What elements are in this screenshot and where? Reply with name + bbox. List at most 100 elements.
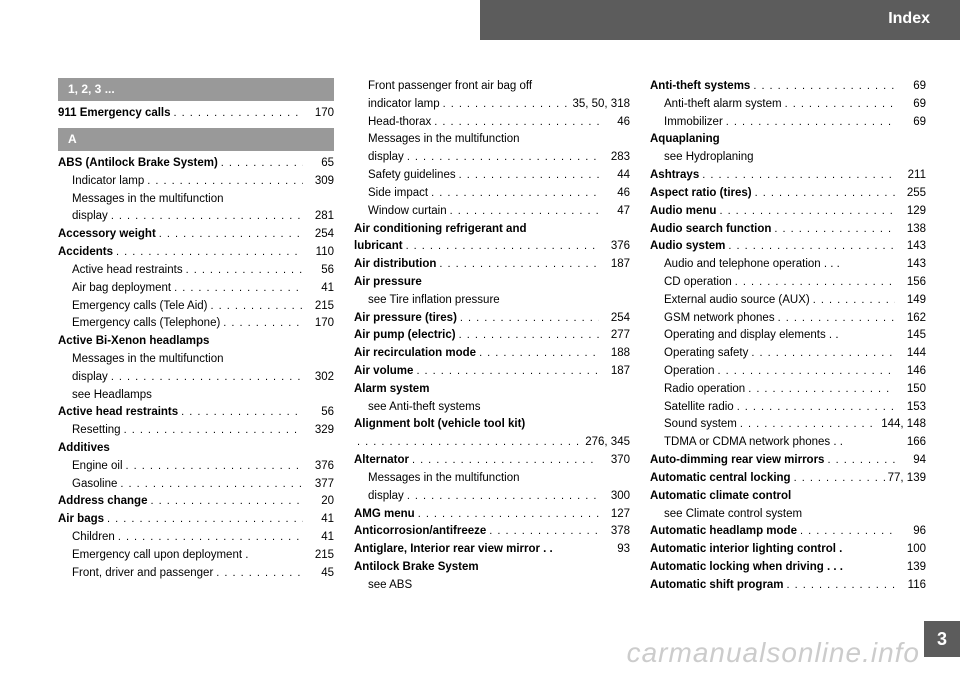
- index-entry: see Tire inflation pressure: [354, 292, 630, 310]
- leader-dots: [407, 488, 599, 506]
- section-header: A: [58, 128, 334, 151]
- index-entry: Air pump (electric)277: [354, 327, 630, 345]
- entry-label: Automatic locking when driving . . .: [650, 559, 843, 577]
- leader-dots: [728, 238, 895, 256]
- index-entry: Satellite radio153: [650, 399, 926, 417]
- entry-page: 41: [306, 511, 334, 529]
- entry-label: Operating safety: [664, 345, 748, 363]
- entry-page: 215: [306, 298, 334, 316]
- index-entry: see Hydroplaning: [650, 149, 926, 167]
- entry-label: Safety guidelines: [368, 167, 456, 185]
- leader-dots: [751, 345, 895, 363]
- entry-label: External audio source (AUX): [664, 292, 810, 310]
- leader-dots: [726, 114, 895, 132]
- index-entry: Automatic headlamp mode 96: [650, 523, 926, 541]
- column-1: 1, 2, 3 ...911 Emergency calls170AABS (A…: [58, 78, 334, 595]
- index-entry: Air volume187: [354, 363, 630, 381]
- index-entry: Audio menu129: [650, 203, 926, 221]
- entry-page: 162: [898, 310, 926, 328]
- entry-label: Air bag deployment: [72, 280, 171, 298]
- entry-page: 56: [306, 404, 334, 422]
- entry-page: 45: [306, 565, 334, 583]
- entry-label: Antilock Brake System: [354, 559, 479, 577]
- leader-dots: [111, 208, 303, 226]
- entry-page: 94: [898, 452, 926, 470]
- index-entry: Operating safety 144: [650, 345, 926, 363]
- entry-label: Anticorrosion/antifreeze: [354, 523, 486, 541]
- entry-page: 370: [602, 452, 630, 470]
- entry-label: Messages in the multifunction: [368, 470, 520, 488]
- entry-label: Air recirculation mode: [354, 345, 476, 363]
- index-entry: Audio system143: [650, 238, 926, 256]
- entry-label: Air bags: [58, 511, 104, 529]
- index-entry: ABS (Antilock Brake System) 65: [58, 155, 334, 173]
- entry-page: 69: [898, 114, 926, 132]
- leader-dots: [124, 422, 303, 440]
- entry-page: 170: [306, 315, 334, 333]
- leader-dots: [186, 262, 303, 280]
- leader-dots: [407, 149, 599, 167]
- entry-label: Automatic headlamp mode: [650, 523, 797, 541]
- entry-page: 20: [306, 493, 334, 511]
- entry-page: 47: [602, 203, 630, 221]
- index-entry: Automatic climate control: [650, 488, 926, 506]
- leader-dots: [774, 221, 895, 239]
- leader-dots: [357, 434, 582, 452]
- index-entry: Accessory weight254: [58, 226, 334, 244]
- entry-page: 65: [306, 155, 334, 173]
- leader-dots: [787, 577, 895, 595]
- index-entry: Alarm system: [354, 381, 630, 399]
- entry-label: Side impact: [368, 185, 428, 203]
- entry-page: 283: [602, 149, 630, 167]
- index-entry: Head-thorax46: [354, 114, 630, 132]
- entry-label: Active head restraints: [72, 262, 183, 280]
- index-entry: Messages in the multifunction: [58, 191, 334, 209]
- entry-label: Audio and telephone operation . . .: [664, 256, 840, 274]
- entry-label: Active head restraints: [58, 404, 178, 422]
- entry-page: 96: [898, 523, 926, 541]
- index-entry: lubricant376: [354, 238, 630, 256]
- entry-label: CD operation: [664, 274, 732, 292]
- entry-page: 144: [898, 345, 926, 363]
- entry-label: display: [72, 208, 108, 226]
- entry-label: Audio search function: [650, 221, 771, 239]
- index-entry: GSM network phones162: [650, 310, 926, 328]
- entry-label: Ashtrays: [650, 167, 699, 185]
- entry-label: Messages in the multifunction: [72, 191, 224, 209]
- entry-label: Air distribution: [354, 256, 436, 274]
- entry-label: Automatic interior lighting control .: [650, 541, 842, 559]
- entry-label: ABS (Antilock Brake System): [58, 155, 218, 173]
- entry-page: 46: [602, 185, 630, 203]
- entry-page: 187: [602, 363, 630, 381]
- entry-label: Alternator: [354, 452, 409, 470]
- leader-dots: [459, 327, 599, 345]
- entry-label: Radio operation: [664, 381, 745, 399]
- entry-page: 150: [898, 381, 926, 399]
- entry-label: Emergency calls (Tele Aid): [72, 298, 208, 316]
- entry-label: Anti-theft systems: [650, 78, 750, 96]
- entry-page: 138: [898, 221, 926, 239]
- section-header: 1, 2, 3 ...: [58, 78, 334, 101]
- index-entry: External audio source (AUX) 149: [650, 292, 926, 310]
- entry-label: Audio menu: [650, 203, 716, 221]
- entry-label: indicator lamp: [368, 96, 440, 114]
- entry-page: 149: [898, 292, 926, 310]
- entry-label: see Headlamps: [72, 387, 152, 405]
- entry-page: 139: [898, 559, 926, 577]
- index-entry: Audio search function 138: [650, 221, 926, 239]
- entry-page: 188: [602, 345, 630, 363]
- index-entry: Sound system144, 148: [650, 416, 926, 434]
- entry-label: Antiglare, Interior rear view mirror . .: [354, 541, 553, 559]
- entry-label: see Tire inflation pressure: [368, 292, 500, 310]
- entry-page: 254: [602, 310, 630, 328]
- entry-page: 166: [898, 434, 926, 452]
- entry-label: see ABS: [368, 577, 412, 595]
- entry-label: Address change: [58, 493, 147, 511]
- index-entry: Additives: [58, 440, 334, 458]
- leader-dots: [159, 226, 303, 244]
- entry-page: 41: [306, 280, 334, 298]
- watermark: carmanualsonline.info: [627, 637, 920, 669]
- index-entry: Messages in the multifunction: [354, 470, 630, 488]
- leader-dots: [460, 310, 599, 328]
- entry-label: Aquaplaning: [650, 131, 720, 149]
